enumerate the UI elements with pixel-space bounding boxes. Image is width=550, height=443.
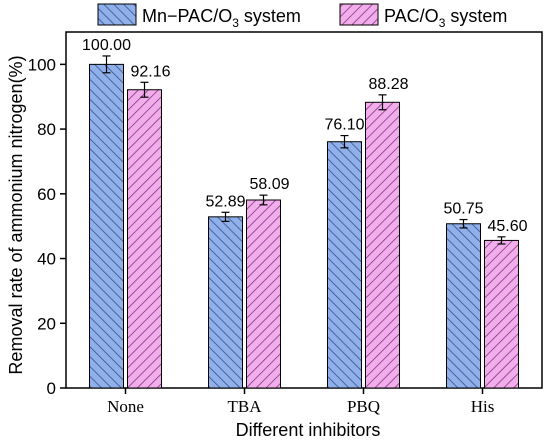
x-tick-label: TBA <box>228 397 263 416</box>
y-tick-label: 20 <box>37 314 56 333</box>
bar <box>446 223 481 389</box>
bar <box>365 101 400 389</box>
bar <box>246 199 281 389</box>
bar <box>208 216 243 389</box>
data-label: 58.09 <box>249 176 289 193</box>
legend-label-pac: PAC/O3 system <box>384 6 507 30</box>
data-label: 100.00 <box>82 37 131 54</box>
y-tick-label: 80 <box>37 120 56 139</box>
legend-swatch-mn-pac <box>97 3 137 26</box>
y-tick-label: 100 <box>28 55 56 74</box>
legend-label-mn-pac: Mn−PAC/O3 system <box>142 6 301 30</box>
y-tick-label: 60 <box>37 185 56 204</box>
y-tick-label: 0 <box>47 379 56 398</box>
data-label: 45.60 <box>487 218 527 235</box>
x-axis-title: Different inhibitors <box>236 420 381 440</box>
x-tick-label: None <box>107 397 144 416</box>
x-tick-label: His <box>471 397 495 416</box>
legend-swatch-pac <box>339 3 379 26</box>
bar <box>327 141 362 389</box>
bar <box>484 239 519 389</box>
data-label: 52.89 <box>205 193 245 210</box>
data-label: 88.28 <box>368 76 408 93</box>
y-tick-label: 40 <box>37 250 56 269</box>
legend: Mn−PAC/O3 system PAC/O3 system <box>97 3 507 30</box>
plot-area: 0 20 40 60 80 100 None 100.00 92.16 TBA 52.8958.09… <box>28 31 543 416</box>
x-tick-label: PBQ <box>347 397 380 416</box>
bar <box>127 89 162 389</box>
data-label: 76.10 <box>324 117 364 134</box>
y-axis-title: Removal rate of ammonium nitrogen(%) <box>6 55 26 374</box>
data-label: 50.75 <box>443 201 483 218</box>
plot-frame <box>65 31 543 389</box>
bar <box>89 63 124 389</box>
data-label: 92.16 <box>130 63 170 80</box>
